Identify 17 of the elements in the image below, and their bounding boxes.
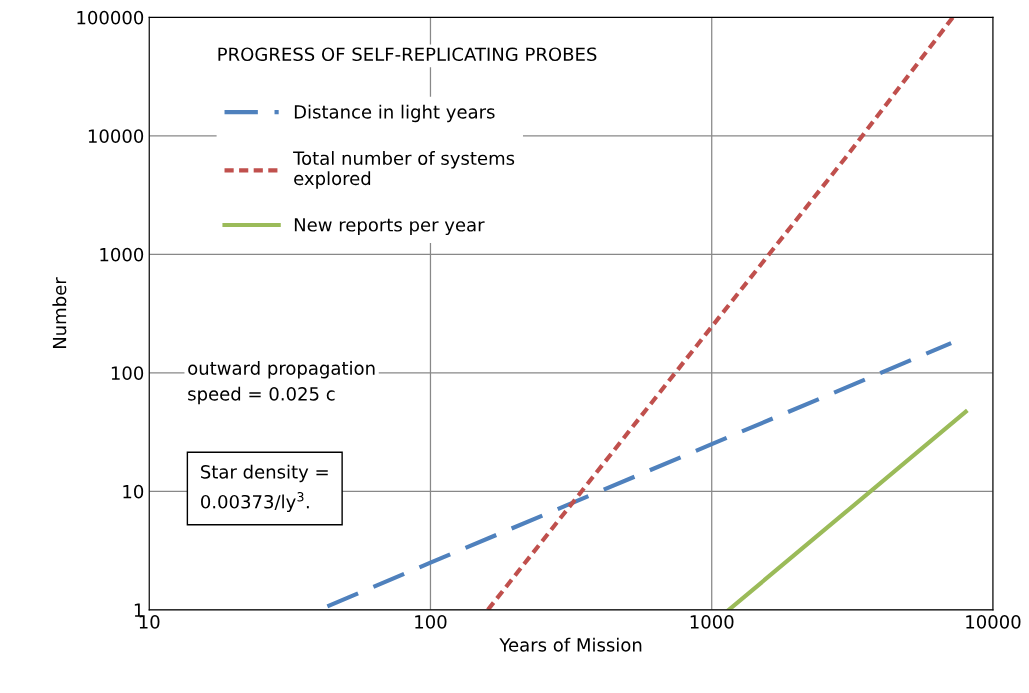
x-axis-title: Years of Mission [499, 637, 642, 652]
x-tick-label: 1000 [690, 615, 734, 629]
y-tick-label: 10000 [88, 129, 144, 143]
x-tick-label: 10000 [966, 615, 1021, 629]
y-tick-label: 10 [123, 484, 144, 499]
x-tick-label: 100 [415, 615, 447, 629]
legend-label: Total number of systems explored [293, 151, 515, 189]
text: PROGRESS OF SELF-REPLICATING PROBES [218, 47, 597, 62]
y-axis-title: Number [52, 277, 67, 349]
y-tick-label: 100 [111, 366, 144, 380]
legend-label: Distance in light years [294, 104, 495, 123]
annotation: outward propagation speed = 0.025 c [188, 360, 375, 405]
y-tick-label: 100000 [77, 10, 144, 25]
x-tick-label: 10 [139, 615, 160, 629]
legend-label: New reports per year [294, 218, 485, 236]
y-tick-label: 1000 [100, 247, 144, 262]
annotation: Star density = 0.00373/ly$^{3}$. [201, 464, 328, 513]
